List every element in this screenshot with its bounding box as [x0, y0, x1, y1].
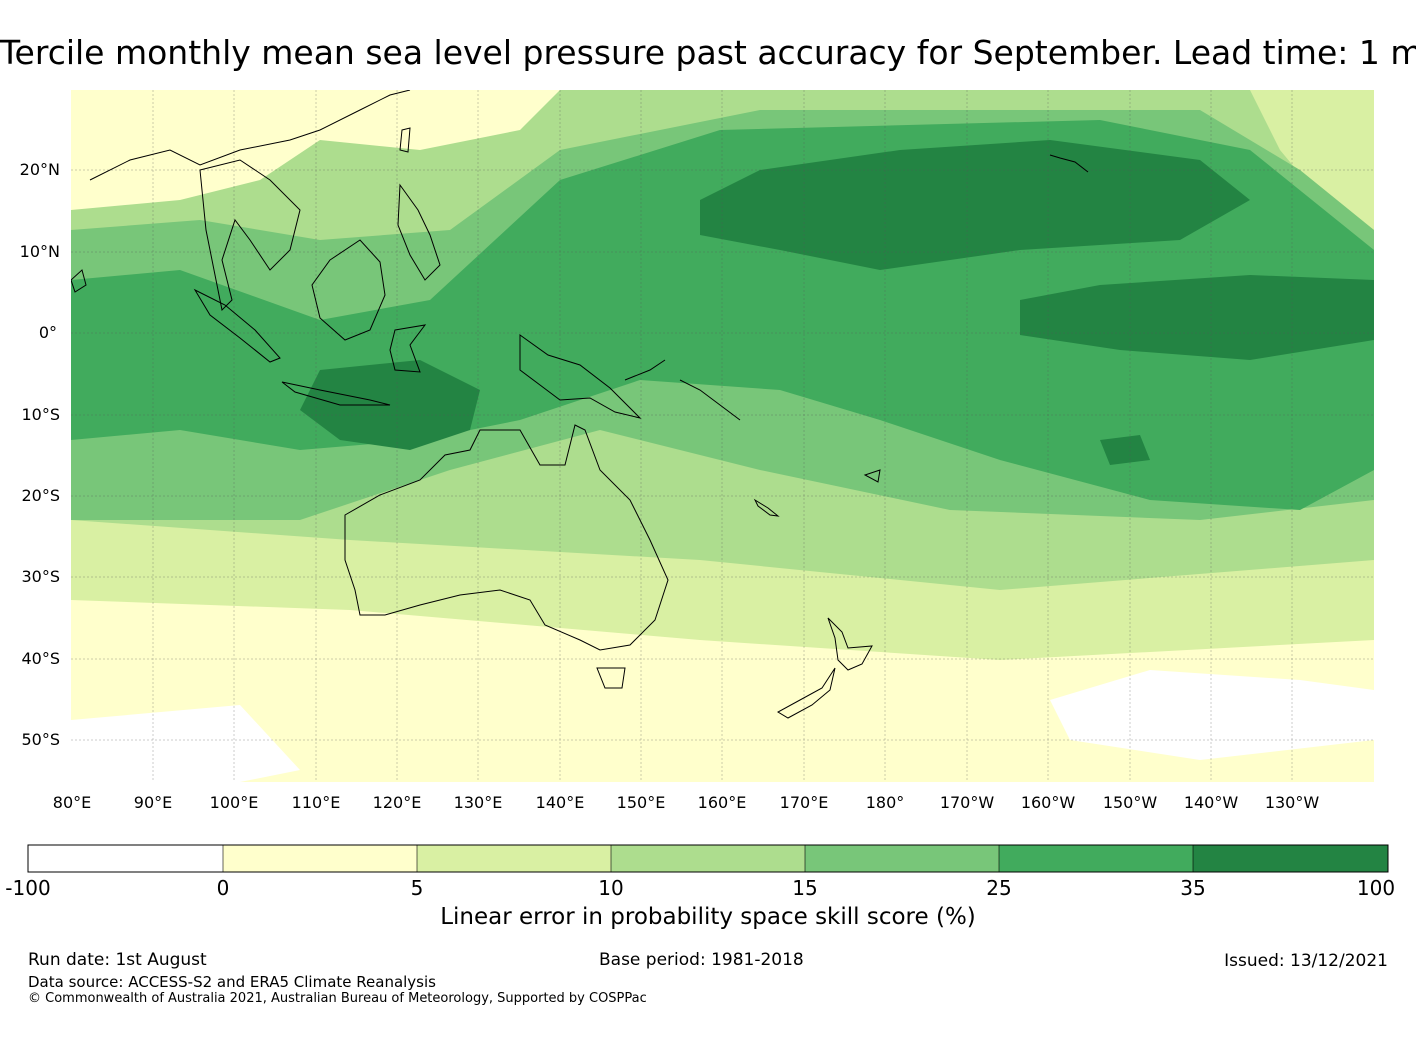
lat-label-40s: 40°S — [21, 649, 60, 668]
lat-label-20n: 20°N — [19, 160, 60, 179]
lon-label-150w: 150°W — [1102, 793, 1158, 812]
base-period: Base period: 1981-2018 — [599, 950, 804, 970]
lat-label-50s: 50°S — [21, 730, 60, 749]
lon-label-130e: 130°E — [453, 793, 503, 812]
lon-label-130w: 130°W — [1264, 793, 1320, 812]
lon-label-160e: 160°E — [697, 793, 747, 812]
skill-field-north-low — [71, 90, 560, 210]
run-date: Run date: 1st August — [28, 950, 207, 970]
colorbar-swatch-2 — [223, 845, 417, 872]
skill-field-white-patches — [71, 670, 1374, 782]
coastline-java — [281, 381, 391, 406]
lat-label-20s: 20°S — [21, 486, 60, 505]
lat-label-10n: 10°N — [19, 242, 60, 261]
colorbar-tick-0: 0 — [216, 876, 230, 900]
lon-label-90e: 90°E — [133, 793, 173, 812]
lon-label-120e: 120°E — [372, 793, 422, 812]
coastline-new-zealand-south — [776, 667, 836, 719]
lon-label-180: 180° — [865, 793, 905, 812]
lon-label-140e: 140°E — [535, 793, 585, 812]
issued-date: Issued: 13/12/2021 — [1224, 951, 1388, 971]
coastline-asia-north — [89, 90, 411, 181]
colorbar-tick-35: 35 — [1180, 876, 1206, 900]
colorbar-swatch-5 — [805, 845, 999, 872]
lon-label-170w: 170°W — [939, 793, 995, 812]
colorbar-swatch-1 — [28, 845, 223, 872]
colorbar-swatch-3 — [417, 845, 611, 872]
map-title: Tercile monthly mean sea level pressure … — [0, 33, 1416, 72]
colorbar-tick-10: 10 — [598, 876, 624, 900]
lon-label-160w: 160°W — [1020, 793, 1076, 812]
skill-field-north-east-low — [1250, 90, 1374, 230]
coastline-new-guinea — [519, 334, 642, 419]
colorbar-tick-100: 100 — [1356, 876, 1396, 900]
colorbar-swatch-4 — [611, 845, 805, 872]
coastline-hawaii — [1049, 154, 1089, 173]
coastline-sri-lanka — [71, 269, 87, 293]
lat-label-0: 0° — [38, 323, 57, 342]
colorbar-tick-25: 25 — [986, 876, 1012, 900]
coastline-australia — [344, 424, 669, 651]
lat-label-10s: 10°S — [21, 405, 60, 424]
coastlines — [71, 90, 1089, 719]
coastline-sumatra — [193, 288, 281, 363]
colorbar-frame — [27, 844, 1389, 873]
coastline-taiwan — [399, 127, 411, 153]
coastline-new-zealand-north — [827, 617, 873, 671]
lon-label-150e: 150°E — [616, 793, 666, 812]
copyright-notice: © Commonwealth of Australia 2021, Austra… — [28, 991, 647, 1006]
coastline-indochina — [199, 159, 301, 312]
colorbar-tick-15: 15 — [792, 876, 818, 900]
lon-label-140w: 140°W — [1183, 793, 1239, 812]
coastline-borneo — [311, 239, 386, 341]
skill-field-core-small — [1100, 435, 1150, 465]
coastline-new-caledonia — [753, 498, 780, 517]
data-source: Data source: ACCESS-S2 and ERA5 Climate … — [28, 973, 436, 991]
skill-field-core-east — [1020, 275, 1374, 360]
lat-label-30s: 30°S — [21, 567, 60, 586]
graticule — [71, 90, 1374, 782]
lon-label-110e: 110°E — [291, 793, 341, 812]
colorbar-swatch-7 — [1193, 845, 1388, 872]
colorbar-swatch-6 — [999, 845, 1193, 872]
coastline-new-britain — [624, 359, 666, 381]
coastline-fiji — [863, 469, 881, 483]
colorbar-tick-minus100: -100 — [5, 876, 51, 900]
coastline-solomons — [679, 379, 741, 421]
coastline-philippines — [397, 183, 441, 281]
colorbar-label: Linear error in probability space skill … — [440, 904, 976, 930]
lon-label-170e: 170°E — [779, 793, 829, 812]
skill-field-core-north — [700, 140, 1250, 270]
coastline-sulawesi — [389, 324, 427, 373]
lon-label-100e: 100°E — [209, 793, 259, 812]
lon-label-80e: 80°E — [52, 793, 92, 812]
colorbar-tick-5: 5 — [410, 876, 424, 900]
colorbar — [27, 844, 1389, 873]
coastline-tasmania — [596, 667, 626, 689]
